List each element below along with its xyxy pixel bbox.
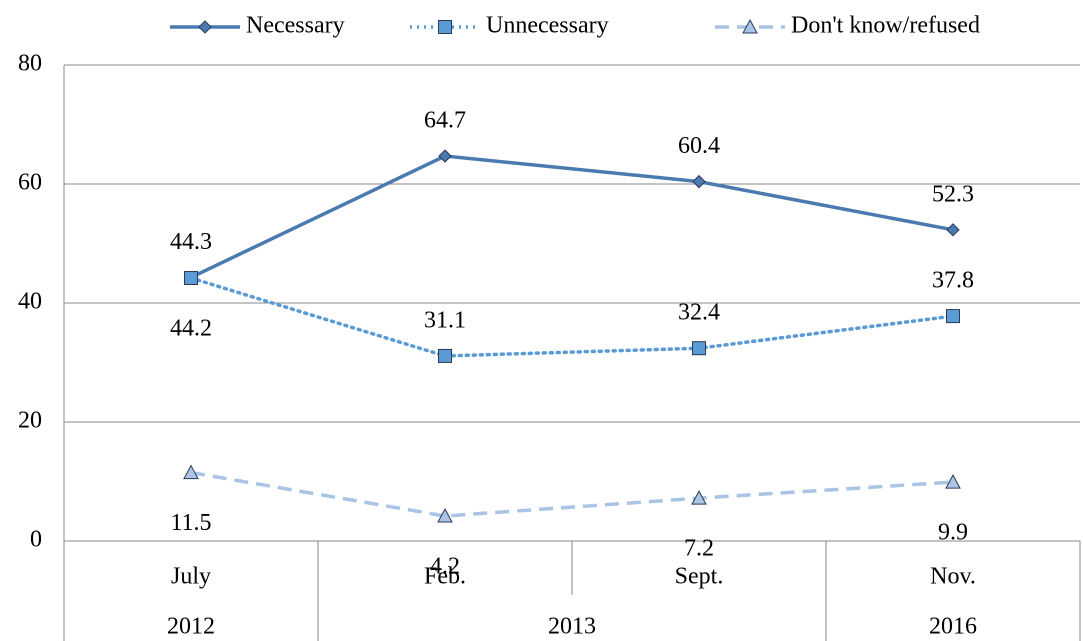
data-label: 11.5 [170,510,211,536]
x-tick-label: Feb. [424,564,466,590]
x-tick-label: July [171,564,211,590]
y-tick-label: 40 [18,289,42,315]
series-line [190,470,954,518]
data-label: 44.2 [170,316,212,342]
series-line [190,154,954,279]
y-tick-label: 80 [18,51,42,77]
data-label: 44.3 [170,229,212,255]
data-label: 7.2 [684,536,714,562]
marker [691,490,707,505]
marker [438,149,452,163]
marker [438,20,452,34]
x-group-label: 2016 [929,614,977,640]
marker [198,20,212,34]
y-tick-label: 20 [18,408,42,434]
data-label: 31.1 [424,307,466,333]
x-group-label: 2013 [548,614,596,640]
marker [183,464,199,480]
marker [945,474,961,489]
y-tick-label: 0 [30,527,42,553]
marker [742,18,758,34]
marker [438,348,452,363]
legend-label: Necessary [246,13,345,39]
x-tick-label: Sept. [675,564,724,590]
data-label: 52.3 [932,181,974,207]
marker [946,309,960,324]
x-group-label: 2012 [167,614,215,640]
marker [437,507,453,523]
data-label: 64.7 [424,108,466,134]
data-label: 4.2 [430,554,460,580]
legend-label: Unnecessary [486,13,609,39]
data-label: 37.8 [932,268,974,294]
series-line [189,276,955,358]
y-tick-label: 60 [18,170,42,196]
marker [946,223,960,237]
data-label: 9.9 [938,520,968,546]
x-tick-label: Nov. [930,564,976,590]
data-label: 32.4 [678,300,720,326]
marker [692,341,706,356]
data-label: 60.4 [678,133,720,159]
marker [692,174,706,189]
legend-label: Don't know/refused [791,13,980,39]
marker [184,271,198,286]
